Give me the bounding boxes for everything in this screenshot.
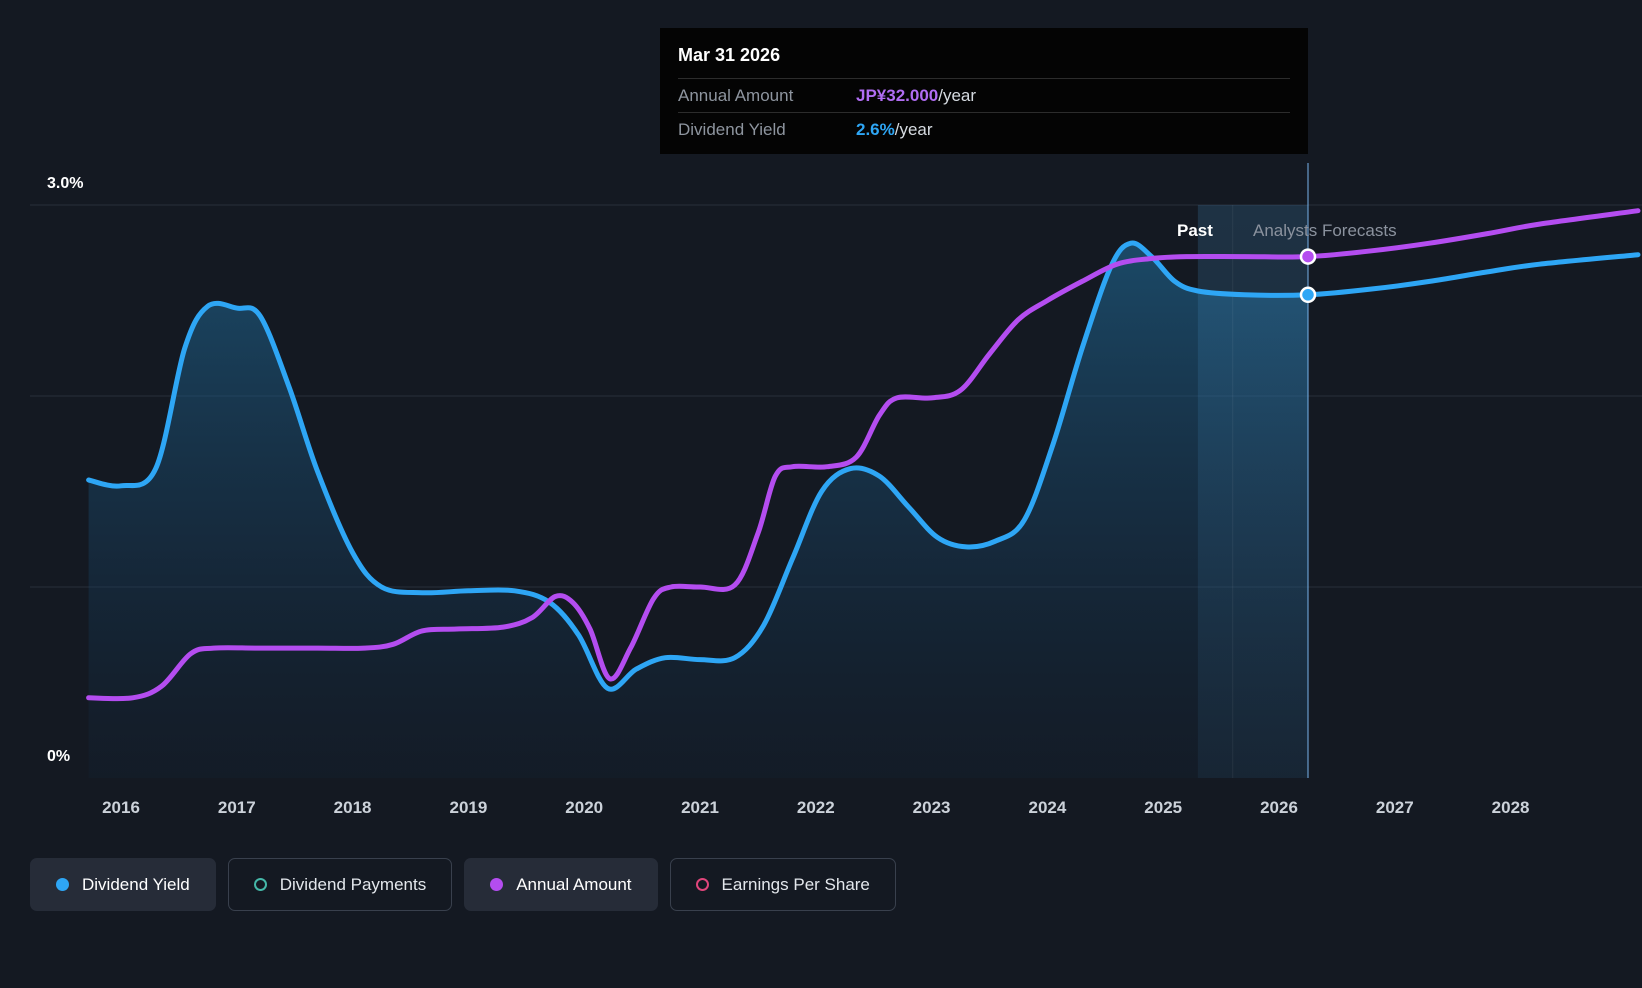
earnings-per-share-dot-icon [695, 878, 709, 891]
dividend-yield-marker[interactable] [1299, 286, 1317, 304]
x-axis-label-2026: 2026 [1260, 798, 1298, 817]
y-axis-label-bottom: 0% [47, 748, 71, 765]
x-axis-label-2021: 2021 [681, 798, 719, 817]
x-axis-label-2025: 2025 [1144, 798, 1182, 817]
tooltip-row-annual-amount: Annual Amount JP¥32.000 /year [678, 78, 1290, 112]
tooltip-value: 2.6% [856, 119, 895, 139]
legend: Dividend Yield Dividend Payments Annual … [30, 858, 896, 911]
analysts-forecasts-label: Analysts Forecasts [1253, 221, 1397, 240]
x-axis-label-2023: 2023 [913, 798, 951, 817]
dividend-yield-dot-icon [56, 878, 69, 891]
x-axis-label-2019: 2019 [449, 798, 487, 817]
legend-item-dividend-payments[interactable]: Dividend Payments [227, 858, 453, 911]
tooltip-label: Annual Amount [678, 85, 794, 105]
x-axis-label-2016: 2016 [102, 798, 140, 817]
x-axis-label-2022: 2022 [797, 798, 835, 817]
tooltip-date: Mar 31 2026 [678, 45, 781, 65]
legend-label: Dividend Yield [82, 874, 190, 894]
dividend-yield-area [88, 243, 1309, 778]
x-axis-label-2017: 2017 [218, 798, 256, 817]
tooltip-row-dividend-yield: Dividend Yield 2.6% /year [678, 112, 1290, 146]
tooltip: Mar 31 2026 Annual Amount JP¥32.000 /yea… [660, 28, 1308, 154]
annual-amount-line[interactable] [86, 208, 1641, 702]
legend-label: Earnings Per Share [721, 874, 870, 894]
dividend-payments-dot-icon [253, 878, 267, 891]
past-label: Past [1177, 221, 1213, 240]
legend-item-dividend-yield[interactable]: Dividend Yield [30, 858, 216, 911]
x-axis-label-2020: 2020 [565, 798, 603, 817]
legend-label: Dividend Payments [279, 874, 427, 894]
tooltip-suffix: /year [938, 85, 977, 105]
x-axis-label-2028: 2028 [1492, 798, 1530, 817]
y-axis-label-top: 3.0% [47, 175, 84, 192]
x-axis-label-2018: 2018 [334, 798, 372, 817]
dividend-yield-line[interactable] [86, 240, 1641, 692]
legend-label: Annual Amount [516, 874, 632, 894]
x-axis-label-2024: 2024 [1028, 798, 1066, 817]
annual-amount-marker[interactable] [1299, 248, 1317, 265]
legend-item-earnings-per-share[interactable]: Earnings Per Share [669, 858, 896, 911]
tooltip-suffix: /year [894, 119, 933, 139]
annual-amount-dot-icon [490, 878, 504, 891]
legend-item-annual-amount[interactable]: Annual Amount [464, 858, 658, 911]
tooltip-value: JP¥32.000 [856, 85, 939, 105]
x-axis-label-2027: 2027 [1376, 798, 1414, 817]
tooltip-label: Dividend Yield [678, 119, 786, 139]
hover-band [1197, 205, 1308, 778]
